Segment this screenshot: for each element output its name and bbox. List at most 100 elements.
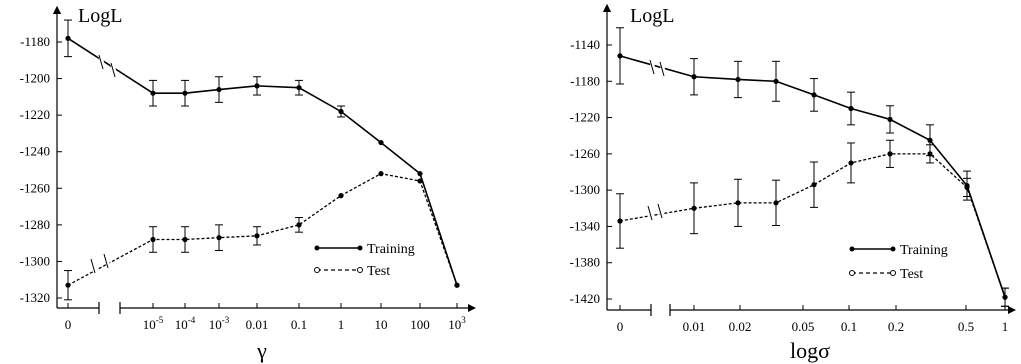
y-tick-label: -1240 xyxy=(20,144,50,159)
data-point xyxy=(617,218,623,224)
x-tick-label: 0.01 xyxy=(683,319,706,334)
data-point xyxy=(65,282,71,288)
y-tick-label: -1320 xyxy=(20,290,50,305)
data-point xyxy=(216,86,222,93)
x-axis xyxy=(607,304,1016,316)
plot-area xyxy=(616,27,1009,307)
data-point xyxy=(927,137,933,143)
y-tick-label: -1260 xyxy=(570,146,600,161)
y-tick-label: -1300 xyxy=(20,253,50,268)
break-mark xyxy=(90,258,96,274)
y-tick-label: -1180 xyxy=(570,73,600,88)
data-point xyxy=(150,90,156,96)
y-tick-label: -1220 xyxy=(570,110,600,125)
y-tick-label: -1260 xyxy=(20,180,50,195)
data-point xyxy=(773,200,779,206)
x-tick-label: 0.02 xyxy=(729,319,752,334)
data-point xyxy=(735,200,741,206)
legend-training-label: Training xyxy=(900,243,948,258)
data-point xyxy=(254,233,260,239)
x-tick-label: 10-4 xyxy=(175,315,196,332)
data-point xyxy=(887,116,893,122)
series-line-test xyxy=(67,172,458,286)
data-point xyxy=(254,83,260,89)
data-point xyxy=(216,235,222,241)
break-gap xyxy=(659,61,667,77)
data-point xyxy=(296,222,302,228)
data-point xyxy=(811,182,817,188)
y-tick-label: -1380 xyxy=(570,255,600,270)
legend-test-label: Test xyxy=(900,267,923,282)
break-gap xyxy=(647,205,655,221)
x-tick-label: 0.1 xyxy=(841,319,857,334)
data-point xyxy=(773,78,779,84)
data-point xyxy=(691,74,697,80)
break-gap xyxy=(110,62,118,78)
x-tick-label: 100 xyxy=(410,317,430,332)
y-tick-label: -1180 xyxy=(20,34,50,49)
data-point xyxy=(338,193,344,199)
break-mark xyxy=(647,205,653,221)
y-tick-label: -1200 xyxy=(20,71,50,86)
data-point xyxy=(887,151,893,157)
data-point xyxy=(182,236,188,243)
chart-log-sigma: LogL logσ -1140 -1180 -1220 -1260 -1300 -1340… xyxy=(570,3,1016,363)
y-axis-label: LogL xyxy=(78,5,122,27)
y-tick-label: -1140 xyxy=(570,37,600,52)
legend: Training Test xyxy=(314,242,415,279)
x-tick-label: 103 xyxy=(448,315,466,332)
break-mark xyxy=(103,253,109,269)
y-tick-label: -1220 xyxy=(20,107,50,122)
y-tick-label: -1340 xyxy=(570,218,600,233)
x-axis-label: logσ xyxy=(790,338,830,363)
data-point xyxy=(848,105,854,112)
legend-training-label: Training xyxy=(367,242,415,257)
chart-gamma: LogL γ -1180 -1200 -1220 -1240 -1260 -1280 -13… xyxy=(20,5,476,363)
break-mark xyxy=(98,54,104,70)
y-tick-labels: -1180 -1200 -1220 -1240 -1260 -1280 -1300 -1320 xyxy=(20,34,62,305)
data-point xyxy=(617,53,623,59)
y-tick-labels: -1140 -1180 -1220 -1260 -1300 -1340 -1380 -1420 xyxy=(570,37,612,306)
data-point xyxy=(417,178,423,184)
legend: Training Test xyxy=(849,243,948,282)
x-tick-label: 10-3 xyxy=(209,315,230,332)
data-point xyxy=(848,160,854,166)
legend-test-label: Test xyxy=(367,264,390,279)
break-gap xyxy=(90,258,98,274)
x-axis xyxy=(57,302,476,314)
data-point xyxy=(1002,294,1008,300)
data-point xyxy=(338,108,344,115)
break-gap xyxy=(649,59,657,75)
x-tick-label: 0.2 xyxy=(888,319,904,334)
y-tick-label: -1420 xyxy=(570,291,600,306)
x-tick-label: 0.01 xyxy=(246,317,269,332)
x-tick-label: 10-5 xyxy=(143,315,164,332)
data-point xyxy=(691,205,697,211)
x-tick-label: 1 xyxy=(1002,319,1009,334)
y-tick-label: -1280 xyxy=(20,217,50,232)
series-line-test xyxy=(619,153,1006,298)
x-axis-label: γ xyxy=(256,338,267,363)
data-point xyxy=(378,139,384,146)
data-point xyxy=(182,90,188,96)
x-tick-label: 0 xyxy=(617,319,624,334)
series-line-training xyxy=(67,37,458,286)
x-tick-label: 0.05 xyxy=(792,319,815,334)
data-point xyxy=(454,282,460,288)
data-point xyxy=(150,236,156,243)
data-point xyxy=(735,76,741,83)
x-tick-labels: 0 10-5 10-4 10-3 0.01 0.1 1 10 100 103 xyxy=(65,303,466,332)
series-line-training xyxy=(619,55,1006,298)
x-tick-label: 0 xyxy=(65,317,72,332)
data-point xyxy=(927,151,933,157)
plot-area xyxy=(64,19,460,301)
x-tick-label: 0.1 xyxy=(291,317,307,332)
break-mark xyxy=(110,62,116,78)
data-point xyxy=(417,171,423,177)
data-point xyxy=(296,85,302,91)
break-mark xyxy=(657,203,663,219)
break-gap xyxy=(103,253,111,269)
break-gap xyxy=(657,203,665,219)
data-point xyxy=(964,184,970,191)
